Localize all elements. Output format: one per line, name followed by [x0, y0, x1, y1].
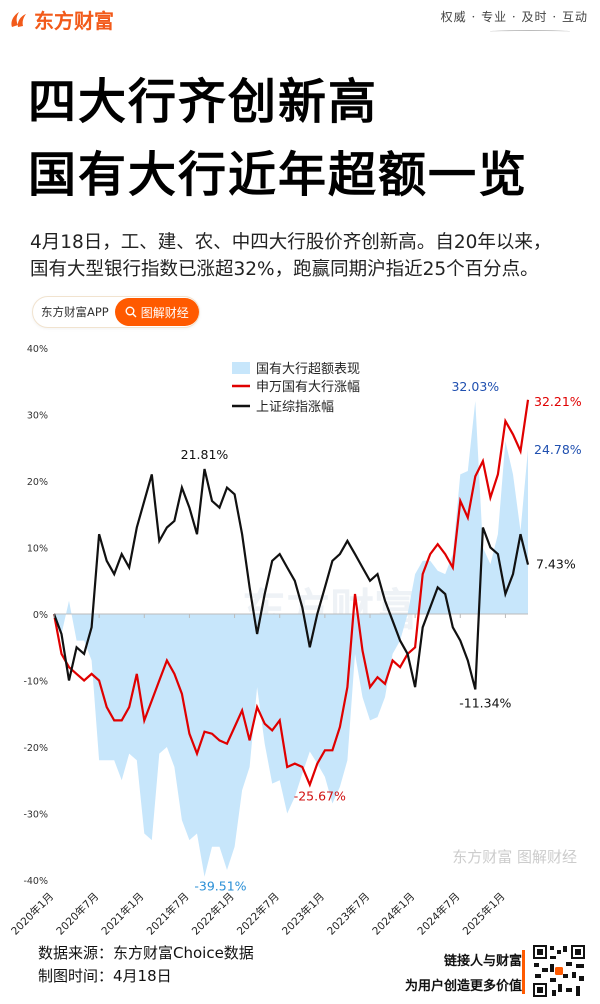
graphic-finance-button[interactable]: 图解财经 — [114, 298, 199, 326]
watermark-text: 东方财富 图解财经 — [452, 848, 577, 866]
x-tick-label: 2024年7月 — [415, 890, 463, 935]
brand-flame-icon — [11, 11, 26, 27]
footer-slogan-2: 为用户创造更多价值 — [404, 979, 522, 994]
y-tick-label: -10% — [23, 677, 48, 688]
page-title-line1: 四大行齐创新高 — [28, 74, 379, 130]
legend-label-shanghai: 上证综指涨幅 — [256, 400, 334, 415]
data-source: 数据来源：东方财富Choice数据 — [38, 944, 254, 962]
corner-watermark: 东方财富 图解财经 — [452, 848, 577, 866]
data-label: 24.78% — [534, 442, 582, 457]
subtitle-line1: 4月18日，工、建、农、中四大行股价齐创新高。自20年以来， — [30, 232, 552, 253]
legend-label-banks: 申万国有大行涨幅 — [256, 380, 360, 395]
x-tick-label: 2022年1月 — [189, 890, 237, 935]
app-label: 东方财富APP — [41, 305, 109, 319]
x-tick-label: 2021年7月 — [144, 890, 192, 935]
data-label: 7.43% — [536, 557, 576, 572]
slogan-underline — [490, 30, 570, 33]
series-line-shanghai — [52, 468, 530, 690]
series-line-banks — [52, 399, 530, 788]
search-icon — [125, 306, 137, 318]
data-label: 32.03% — [451, 379, 499, 394]
y-tick-label: 30% — [27, 411, 48, 422]
y-tick-label: -20% — [23, 743, 48, 754]
excess-area — [54, 401, 528, 877]
subtitle-line2: 国有大型银行指数已涨超32%，跑赢同期沪指近25个百分点。 — [30, 259, 539, 280]
x-tick-label: 2023年1月 — [279, 890, 327, 935]
x-tick-label: 2024年1月 — [370, 890, 418, 935]
chart: 东方财富 40%30%20%10%0%-10%-20%-30%-40% 2020… — [8, 344, 582, 935]
legend-swatch-area — [232, 362, 250, 374]
footer-accent-bar — [522, 950, 525, 994]
app-pill[interactable]: 东方财富APP 图解财经 — [32, 296, 200, 328]
y-tick-label: 0% — [33, 610, 48, 621]
brand-logo: 东方财富 — [8, 5, 114, 34]
y-tick-label: 10% — [27, 544, 48, 555]
y-tick-label: 20% — [27, 477, 48, 488]
data-label: 32.21% — [534, 394, 582, 409]
data-label: -39.51% — [194, 879, 246, 894]
legend: 国有大行超额表现 申万国有大行涨幅 上证综指涨幅 — [232, 362, 360, 415]
chart-date: 制图时间：4月18日 — [38, 967, 172, 985]
y-tick-label: -30% — [23, 810, 48, 821]
x-tick-label: 2022年7月 — [234, 890, 282, 935]
x-tick-label: 2021年1月 — [99, 890, 147, 935]
header-slogan: 权威 · 专业 · 及时 · 互动 — [440, 10, 588, 24]
x-tick-label: 2025年1月 — [460, 890, 508, 935]
y-tick-label: 40% — [27, 344, 48, 355]
page-title-line2: 国有大行近年超额一览 — [28, 147, 529, 203]
footer-slogan-1: 链接人与财富 — [443, 954, 522, 969]
brand-name: 东方财富 — [34, 9, 114, 33]
legend-label-excess: 国有大行超额表现 — [256, 362, 360, 377]
data-label: -25.67% — [294, 789, 346, 804]
graphic-finance-label: 图解财经 — [140, 305, 189, 320]
data-label: -11.34% — [459, 695, 511, 710]
x-tick-label: 2023年7月 — [324, 890, 372, 935]
x-tick-label: 2020年1月 — [8, 890, 56, 935]
y-tick-label: -40% — [23, 876, 48, 887]
data-label: 21.81% — [181, 447, 229, 462]
x-tick-label: 2020年7月 — [54, 890, 102, 935]
qr-code-icon[interactable] — [532, 944, 586, 998]
